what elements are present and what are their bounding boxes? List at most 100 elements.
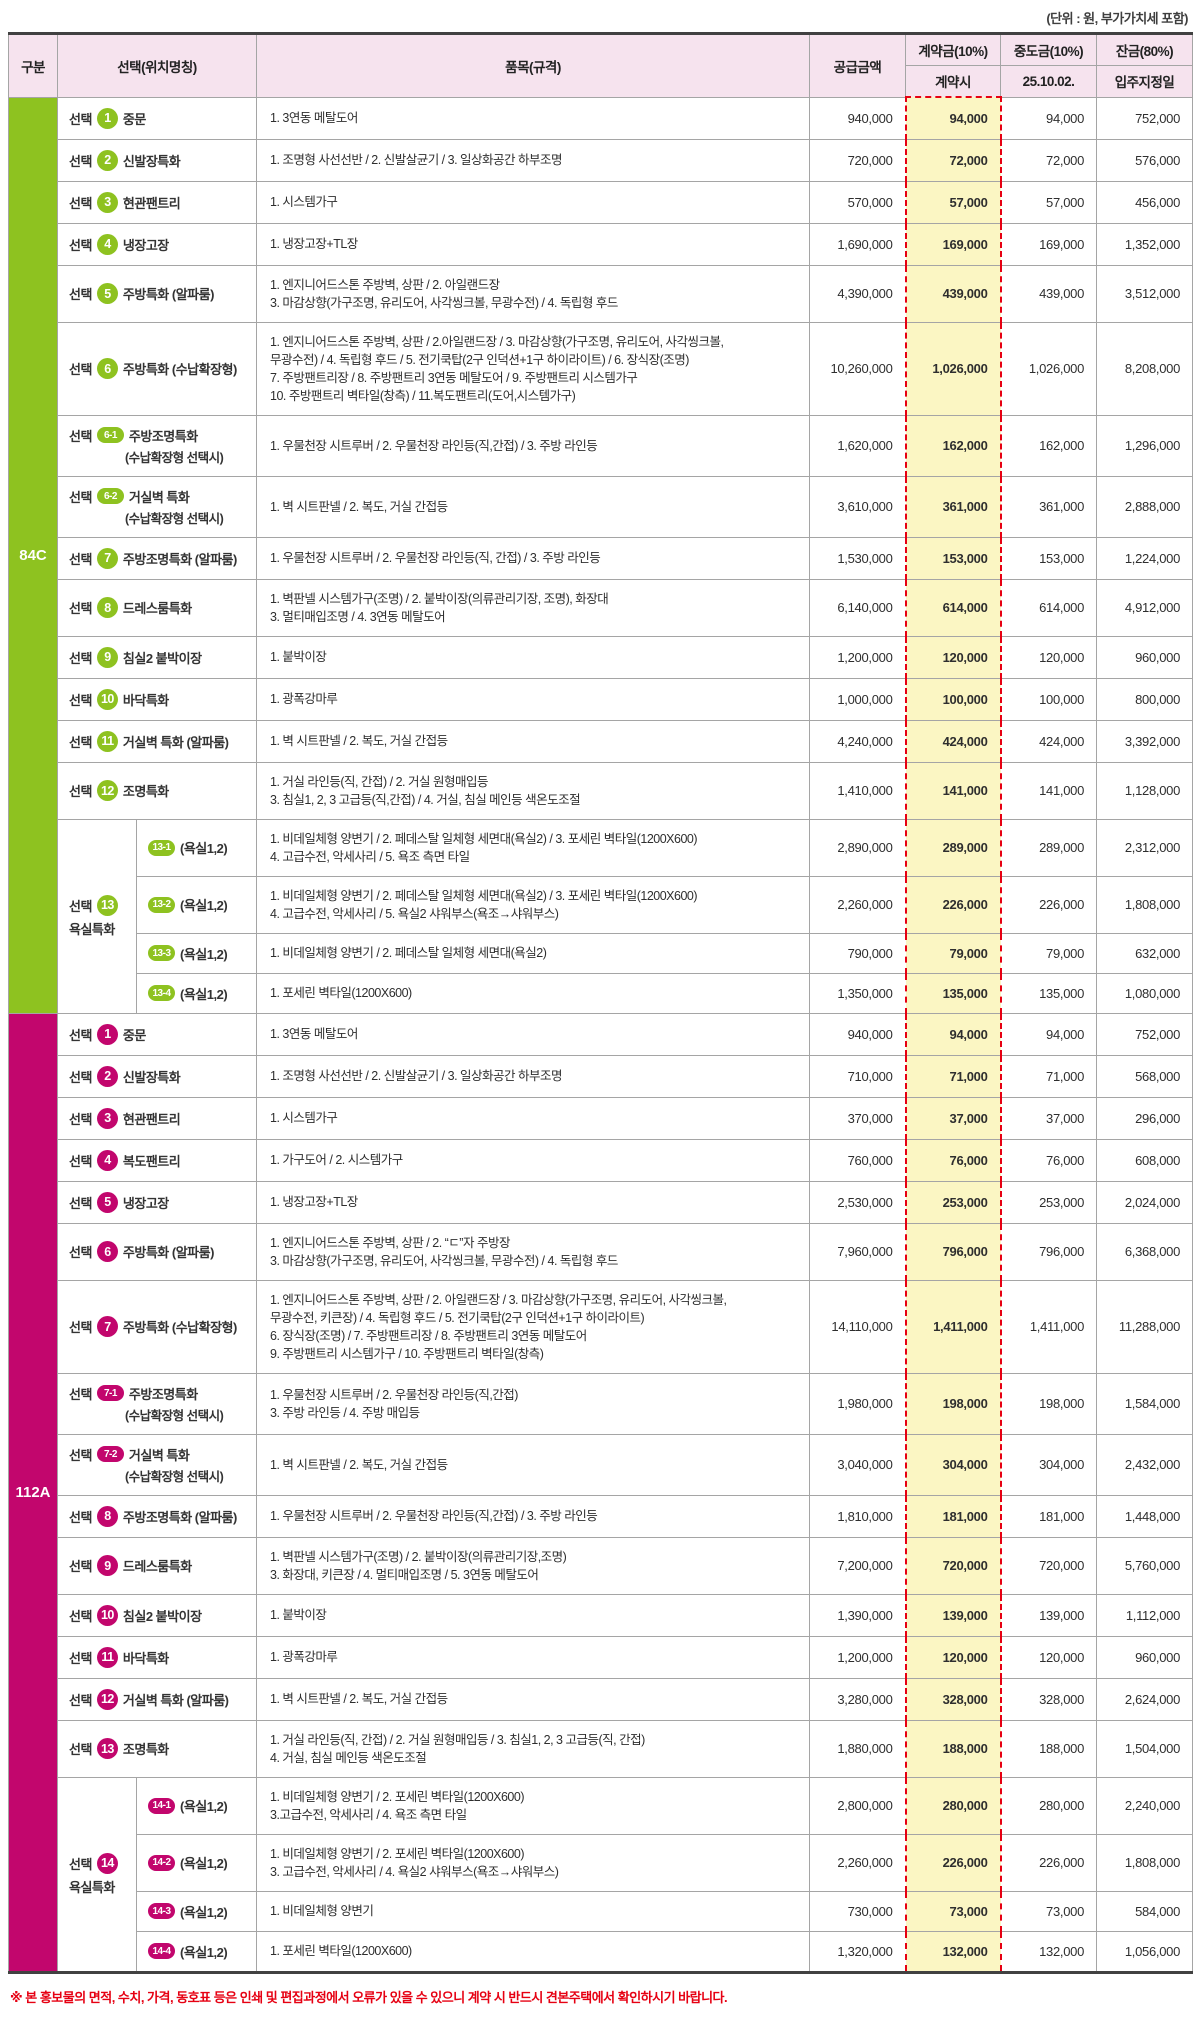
interim-amount-cell: 37,000 [1000,1096,1098,1140]
interim-amount-cell: 226,000 [1000,1833,1098,1892]
selection-cell: 선택 2 신발장특화 [56,1054,258,1098]
supply-amount-cell: 1,620,000 [809,414,907,477]
selection-group-title: 선택 13 [69,894,128,916]
items-spec-cell: 1. 냉장고장+TL장 [256,1180,811,1224]
selection-line: 선택 3 현관팬트리 [69,191,248,213]
selection-cell: 선택 11 거실벽 특화 (알파룸) [56,719,258,763]
selection-number-badge: 12 [96,780,118,801]
selection-number-badge: 7-1 [96,1385,124,1401]
table-row: 선택 9 침실2 붙박이장 1. 붙박이장 1,200,000 120,000 120,00… [9,635,1194,679]
items-spec-cell: 1. 비데일체형 양변기 / 2. 페데스탈 일체형 세면대(욕실2) [256,932,811,974]
selection-sub-cell: 14-2 (욕실1,2) [135,1833,258,1892]
balance-amount-cell: 1,112,000 [1096,1593,1194,1637]
selection-label: 드레스룸특화 [122,1559,192,1574]
header-category: 구분 [8,33,58,98]
items-spec-cell: 1. 비데일체형 양변기 / 2. 포세린 벽타일(1200X600) 3.고급… [256,1776,811,1835]
items-spec-cell: 1. 거실 라인등(직, 간접) / 2. 거실 원형매입등 3. 침실1, 2… [256,761,811,820]
balance-amount-cell: 1,056,000 [1096,1930,1194,1973]
selection-label: 주방특화 (수납확장형) [122,362,237,377]
supply-amount-cell: 1,000,000 [809,677,907,721]
supply-amount-cell: 570,000 [809,180,907,224]
selection-sublabel: (수납확장형 선택시) [125,511,224,526]
items-spec-cell: 1. 우물천장 시트루버 / 2. 우물천장 라인등(직, 간접) / 3. 주… [256,536,811,580]
table-row: 13-3 (욕실1,2) 1. 비데일체형 양변기 / 2. 페데스탈 일체형 세면… [9,932,1194,974]
balance-amount-cell: 1,504,000 [1096,1719,1194,1778]
supply-amount-cell: 940,000 [809,96,907,140]
items-spec-cell: 1. 포세린 벽타일(1200X600) [256,1930,811,1973]
interim-amount-cell: 1,411,000 [1000,1279,1098,1374]
interim-amount-cell: 162,000 [1000,414,1098,477]
selection-sub-label: (욕실1,2) [180,1799,228,1814]
selection-label: 바닥특화 [122,692,169,708]
select-prefix-label: 선택 [69,734,92,750]
items-spec-cell: 1. 붙박이장 [256,635,811,679]
table-row: 선택 6 주방특화 (알파룸) 1. 엔지니어드스톤 주방벽, 상판 / 2. “ㄷ”… [9,1222,1194,1281]
select-prefix-label: 선택 [69,784,92,799]
selection-sub-line: 13-2 (욕실1,2) [148,895,248,914]
contract-amount-cell: 280,000 [904,1776,1002,1835]
contract-amount-cell: 614,000 [904,578,1002,637]
selection-cell: 선택 7 주방조명특화 (알파룸) [56,536,258,580]
supply-amount-cell: 1,690,000 [809,222,907,266]
table-row: 선택 14 욕실특화 14-1 (욕실1,2) 1. 비데일체형 양변기 / 2. 포세린… [9,1776,1194,1973]
contract-amount-cell: 162,000 [904,414,1002,477]
interim-amount-cell: 94,000 [1000,96,1098,140]
selection-sub-label: (욕실1,2) [180,1904,228,1920]
contract-amount-cell: 796,000 [904,1222,1002,1281]
interim-amount-cell: 132,000 [1000,1930,1098,1973]
balance-amount-cell: 1,808,000 [1096,1833,1194,1892]
selection-number-badge: 2 [96,1065,118,1087]
select-prefix-label: 선택 [69,428,92,444]
items-spec-cell: 1. 3연동 메탈도어 [256,1012,811,1056]
selection-label: 거실벽 특화 (알파룸) [122,1692,229,1708]
selection-sub-cell: 14-3 (욕실1,2) [135,1890,258,1932]
selection-cell: 선택 6-2 거실벽 특화 (수납확장형 선택시) [56,475,258,538]
selection-line: 선택 6 주방특화 (수납확장형) [69,358,248,379]
table-row: 선택 6 주방특화 (수납확장형) 1. 엔지니어드스톤 주방벽, 상판 / 2.아일… [9,321,1194,416]
balance-amount-cell: 2,432,000 [1096,1433,1194,1496]
selection-sublabel: (수납확장형 선택시) [125,1408,224,1423]
contract-amount-cell: 198,000 [904,1372,1002,1435]
supply-amount-cell: 1,530,000 [809,536,907,580]
select-prefix-label: 선택 [69,650,92,666]
header-balance-sub: 입주지정일 [1096,65,1194,98]
table-row: 선택 9 드레스룸특화 1. 벽판넬 시스템가구(조명) / 2. 붙박이장(의류관리… [9,1536,1194,1595]
interim-amount-cell: 139,000 [1000,1593,1098,1637]
interim-amount-cell: 361,000 [1000,475,1098,538]
select-prefix-label: 선택 [69,1650,92,1666]
interim-amount-cell: 188,000 [1000,1719,1098,1778]
selection-label: 현관팬트리 [122,195,181,211]
selection-label: 냉장고장 [122,237,169,253]
contract-amount-cell: 94,000 [904,1012,1002,1056]
table-row: 선택 12 거실벽 특화 (알파룸) 1. 벽 시트판넬 / 2. 복도, 거실 간접… [9,1677,1194,1721]
selection-number-badge: 13-4 [148,985,175,1001]
items-spec-cell: 1. 비데일체형 양변기 / 2. 포세린 벽타일(1200X600) 3. 고… [256,1833,811,1892]
selection-cell: 선택 3 현관팬트리 [56,180,258,224]
balance-amount-cell: 1,080,000 [1096,972,1194,1014]
table-row: 선택 7-2 거실벽 특화 (수납확장형 선택시) 1. 벽 시트판넬 / 2. 복도,… [9,1433,1194,1496]
contract-amount-cell: 439,000 [904,264,1002,323]
selection-line: 선택 5 냉장고장 [69,1191,248,1213]
items-spec-cell: 1. 엔지니어드스톤 주방벽, 상판 / 2. “ㄷ”자 주방장 3. 마감상향… [256,1222,811,1281]
supply-amount-cell: 1,390,000 [809,1593,907,1637]
balance-amount-cell: 1,128,000 [1096,761,1194,820]
selection-sub-label: (욕실1,2) [180,841,228,856]
selection-label: 드레스룸특화 [122,601,192,616]
balance-amount-cell: 1,224,000 [1096,536,1194,580]
selection-cell: 선택 4 냉장고장 [56,222,258,266]
selection-label: 중문 [122,111,146,127]
selection-line: 선택 7-2 거실벽 특화 [69,1445,248,1464]
selection-sub-line: 14-1 (욕실1,2) [148,1796,248,1815]
items-spec-cell: 1. 냉장고장+TL장 [256,222,811,266]
selection-cell: 선택 4 복도팬트리 [56,1138,258,1182]
contract-amount-cell: 153,000 [904,536,1002,580]
table-row: 선택 2 신발장특화 1. 조명형 사선선반 / 2. 신발살균기 / 3. 일상화공… [9,1054,1194,1098]
select-prefix-label: 선택 [69,1153,92,1169]
supply-amount-cell: 6,140,000 [809,578,907,637]
balance-amount-cell: 960,000 [1096,1635,1194,1679]
balance-amount-cell: 2,312,000 [1096,818,1194,877]
selection-number-badge: 7 [96,1316,118,1337]
selection-number-badge: 1 [96,107,118,129]
selection-label: 침실2 붙박이장 [122,650,202,666]
interim-amount-cell: 424,000 [1000,719,1098,763]
